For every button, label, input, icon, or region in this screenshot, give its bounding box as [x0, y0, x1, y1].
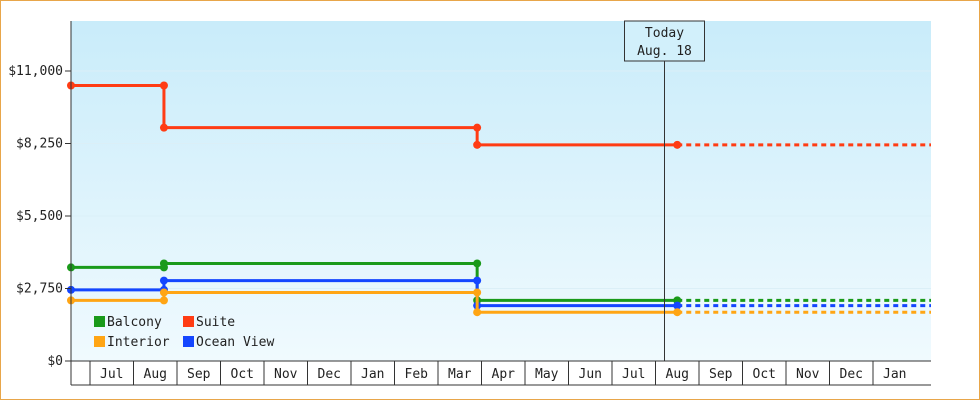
- x-tick-label: Jan: [883, 367, 906, 382]
- data-point: [473, 123, 482, 132]
- data-point: [159, 123, 168, 132]
- data-point: [473, 276, 482, 285]
- data-point: [673, 140, 682, 149]
- data-point: [473, 259, 482, 268]
- data-point: [673, 308, 682, 317]
- y-tick-label: $2,750: [16, 282, 63, 297]
- legend-label: Interior: [107, 335, 170, 350]
- y-tick-label: $11,000: [8, 64, 63, 79]
- y-tick-label: $5,500: [16, 209, 63, 224]
- data-point: [159, 259, 168, 268]
- series-line: [71, 261, 678, 302]
- x-tick-label: Sep: [187, 367, 211, 382]
- series-line: [71, 279, 678, 308]
- x-tick-label: Aug: [144, 367, 167, 382]
- x-tick-label: Dec: [840, 367, 863, 382]
- x-tick-label: Oct: [753, 367, 776, 382]
- x-tick-label: May: [535, 367, 559, 382]
- x-tick-label: Nov: [274, 367, 298, 382]
- today-date: Aug. 18: [637, 44, 692, 59]
- x-tick-label: Jun: [579, 367, 602, 382]
- x-tick-label: Sep: [709, 367, 733, 382]
- legend-swatch: [183, 336, 194, 347]
- legend-swatch: [183, 316, 194, 327]
- legend: Balcony Suite Interior Ocean View: [94, 315, 274, 350]
- x-tick-label: Jul: [100, 367, 123, 382]
- legend-label: Ocean View: [196, 335, 274, 350]
- data-point: [159, 296, 168, 305]
- data-point: [473, 288, 482, 297]
- x-tick-label: Dec: [318, 367, 341, 382]
- x-tick-label: Mar: [448, 367, 472, 382]
- today-box: [624, 20, 705, 62]
- y-tick-label: $0: [47, 354, 63, 369]
- x-tick-label: Nov: [796, 367, 820, 382]
- y-tick-label: $8,250: [16, 137, 63, 152]
- plot-area: [71, 21, 931, 361]
- today-marker: Today Aug. 18: [624, 20, 705, 361]
- y-axis-ticks: $0 $2,750 $5,500 $8,250 $11,000: [8, 64, 71, 369]
- today-label: Today: [645, 26, 684, 41]
- axes: [70, 21, 931, 386]
- data-point: [473, 308, 482, 317]
- legend-swatch: [94, 336, 105, 347]
- data-point: [159, 288, 168, 297]
- x-tick-label: Oct: [231, 367, 254, 382]
- x-axis-ticks: Jul Aug Sep Oct Nov Dec Jan Feb Mar Apr May Jun Jul A…: [89, 361, 906, 385]
- x-tick-label: Jul: [622, 367, 645, 382]
- x-tick-label: Feb: [405, 367, 429, 382]
- x-tick-label: Apr: [492, 367, 516, 382]
- data-point: [473, 140, 482, 149]
- legend-swatch: [94, 316, 105, 327]
- data-point: [159, 276, 168, 285]
- x-tick-label: Jan: [361, 367, 384, 382]
- series-suite: [67, 81, 931, 149]
- data-point: [673, 301, 682, 310]
- series-layer: [67, 81, 931, 317]
- series-ocean-view: [67, 276, 931, 310]
- series-line: [71, 290, 678, 314]
- data-point: [159, 81, 168, 90]
- legend-label: Suite: [196, 315, 235, 330]
- series-line: [71, 84, 678, 147]
- x-tick-label: Aug: [666, 367, 689, 382]
- legend-label: Balcony: [107, 315, 162, 330]
